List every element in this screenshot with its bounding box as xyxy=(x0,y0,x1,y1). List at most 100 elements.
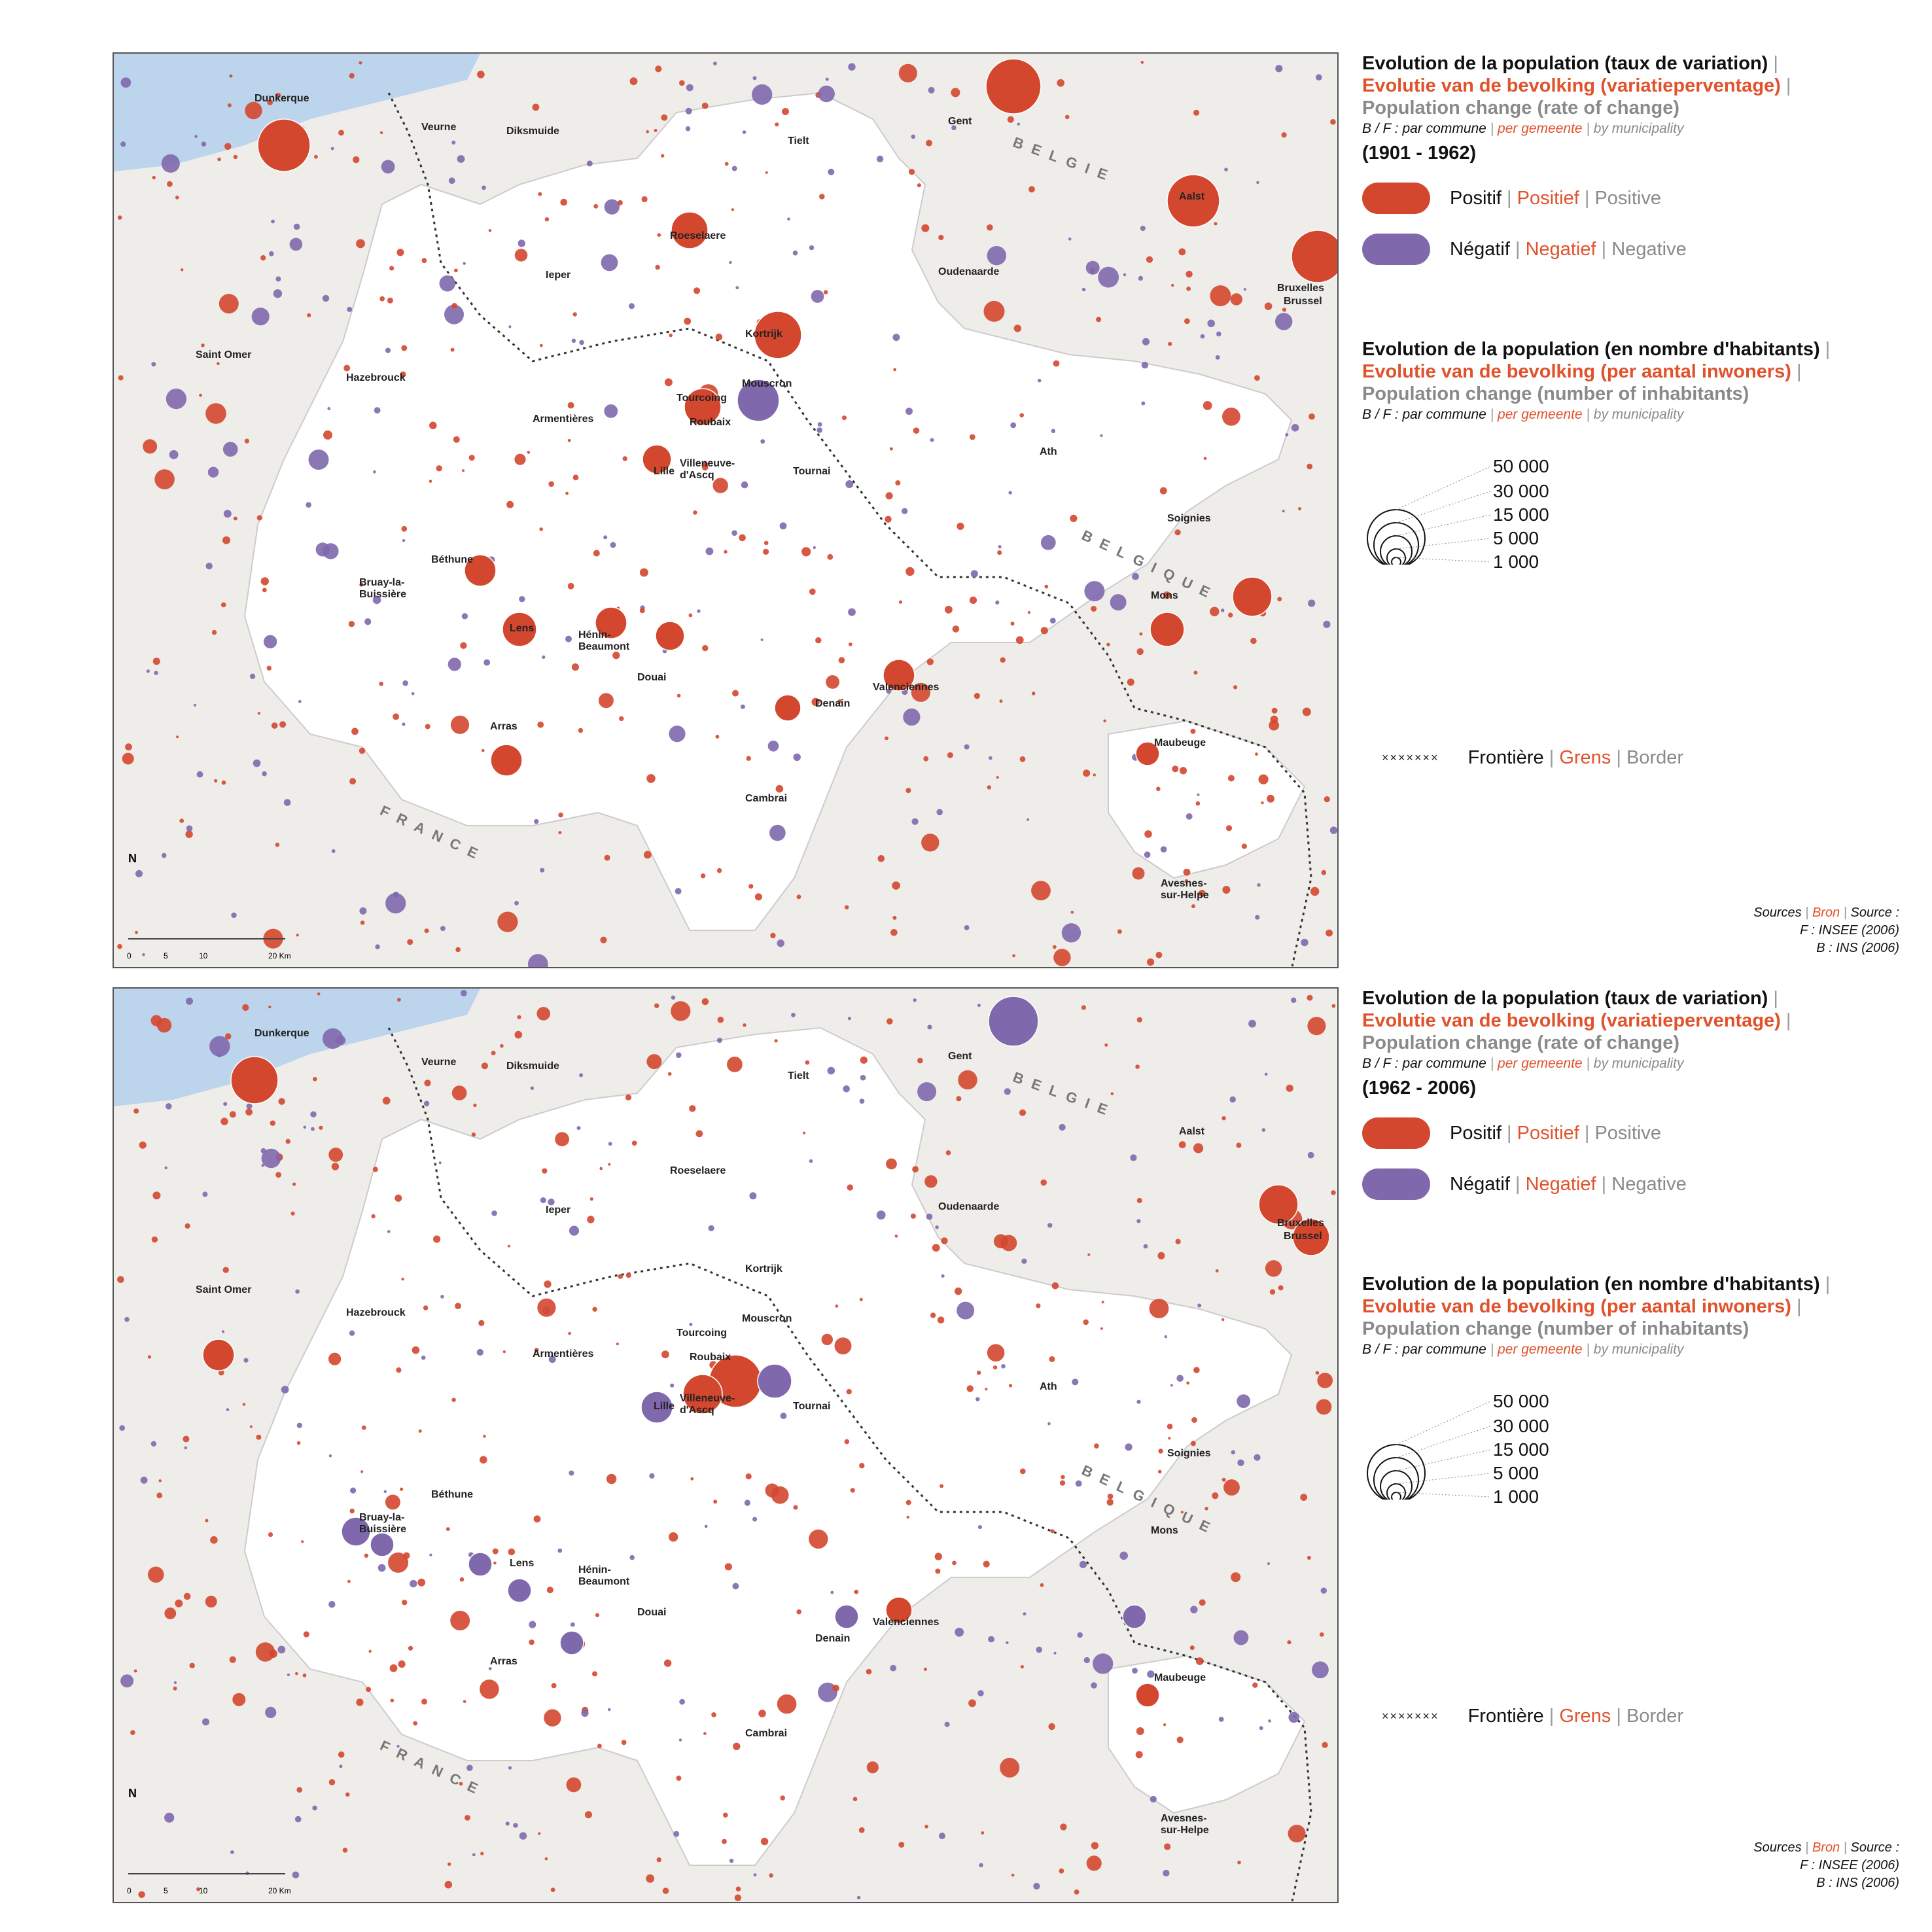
municipality-circle xyxy=(1261,801,1264,805)
municipality-circle xyxy=(935,1225,939,1229)
negative-swatch xyxy=(1362,1168,1430,1200)
municipality-circle xyxy=(1164,1843,1171,1850)
municipality-circle xyxy=(268,1006,272,1009)
municipality-circle xyxy=(1176,1736,1184,1744)
municipality-circle xyxy=(1117,929,1122,934)
place-label: Mons xyxy=(1151,1525,1178,1536)
place-label: Mouscron xyxy=(742,378,792,389)
municipality-circle xyxy=(138,1891,145,1898)
place-label: Lille xyxy=(654,466,675,477)
north-arrow: N xyxy=(128,852,137,865)
municipality-circle xyxy=(735,1886,741,1892)
municipality-circle xyxy=(225,1033,232,1040)
municipality-circle xyxy=(1155,951,1163,958)
place-label: Arras xyxy=(490,1656,518,1667)
municipality-circle xyxy=(339,1765,343,1768)
municipality-circle xyxy=(905,408,913,415)
municipality-circle xyxy=(754,893,762,901)
municipality-circle xyxy=(1308,413,1315,420)
municipality-circle xyxy=(656,1857,661,1863)
municipality-circle xyxy=(1243,288,1246,291)
municipality-circle xyxy=(1291,997,1297,1003)
municipality-circle xyxy=(716,868,722,873)
municipality-circle xyxy=(217,362,220,365)
municipality-circle xyxy=(124,1316,130,1322)
municipality-circle xyxy=(1000,1757,1020,1778)
municipality-circle xyxy=(589,1197,593,1201)
municipality-circle xyxy=(999,699,1003,703)
municipality-circle xyxy=(249,673,256,679)
national-border xyxy=(387,92,1312,967)
municipality-circle xyxy=(202,1191,208,1197)
municipality-circle xyxy=(544,1280,552,1288)
municipality-circle xyxy=(1132,572,1139,580)
municipality-circle xyxy=(1301,938,1308,947)
municipality-circle xyxy=(359,747,366,754)
municipality-circle xyxy=(506,501,514,508)
municipality-circle xyxy=(1250,637,1257,644)
municipality-circle xyxy=(1233,685,1238,690)
municipality-circle xyxy=(450,1611,470,1630)
municipality-circle xyxy=(249,1425,253,1428)
municipality-circle xyxy=(732,690,739,697)
municipality-circle xyxy=(1050,1529,1055,1534)
municipality-circle xyxy=(803,1131,806,1134)
municipality-circle xyxy=(209,1036,230,1057)
municipality-circle xyxy=(889,447,893,451)
municipality-circle xyxy=(1143,1244,1148,1249)
municipality-circle xyxy=(821,1333,834,1346)
municipality-circle xyxy=(548,1356,556,1363)
municipality-circle xyxy=(860,1056,868,1064)
legend-scope2-fr: B / F : par commune xyxy=(1362,1342,1486,1357)
municipality-circle xyxy=(1261,1128,1266,1132)
municipality-circle xyxy=(229,74,233,78)
municipality-circle xyxy=(1083,769,1091,777)
municipality-circle xyxy=(1107,1493,1114,1500)
municipality-circle xyxy=(364,1553,368,1558)
place-label: Tournai xyxy=(793,1401,831,1412)
municipality-circle xyxy=(1144,830,1152,838)
municipality-circle xyxy=(348,621,355,627)
municipality-circle xyxy=(1157,1469,1162,1474)
municipality-circle xyxy=(457,155,465,163)
municipality-circle xyxy=(608,1163,611,1166)
municipality-circle xyxy=(1214,222,1218,226)
municipality-circle xyxy=(1135,1751,1143,1759)
place-label: Beaumont xyxy=(578,641,630,652)
municipality-circle xyxy=(268,1532,273,1537)
municipality-circle xyxy=(702,644,709,652)
municipality-circle xyxy=(483,1435,486,1438)
municipality-circle xyxy=(1307,1556,1311,1560)
municipality-circle xyxy=(749,1192,757,1200)
city-circle xyxy=(774,694,801,722)
municipality-circle xyxy=(567,438,571,442)
municipality-circle xyxy=(514,453,526,465)
municipality-circle xyxy=(606,1473,617,1484)
place-label: Denain xyxy=(815,698,851,709)
place-label: Cambrai xyxy=(745,793,788,804)
municipality-circle xyxy=(366,1687,372,1693)
negative-en: Negative xyxy=(1611,1173,1687,1195)
municipality-circle xyxy=(1150,1795,1157,1803)
municipality-circle xyxy=(727,1057,743,1072)
municipality-circle xyxy=(603,535,608,540)
municipality-circle xyxy=(360,1470,364,1473)
municipality-circle xyxy=(1184,879,1189,883)
municipality-circle xyxy=(1101,1301,1104,1304)
municipality-circle xyxy=(576,1126,581,1131)
municipality-circle xyxy=(848,608,856,616)
municipality-circle xyxy=(956,1096,962,1102)
municipality-circle xyxy=(181,268,184,272)
municipality-circle xyxy=(664,378,673,387)
municipality-circle xyxy=(1130,1154,1137,1161)
municipality-circle xyxy=(599,1167,603,1170)
scale-tick-0: 0 xyxy=(127,1886,132,1895)
municipality-circle xyxy=(461,469,465,472)
municipality-circle xyxy=(1070,514,1078,523)
municipality-circle xyxy=(985,1388,988,1391)
city-circle xyxy=(988,996,1039,1047)
municipality-circle xyxy=(1059,1868,1064,1874)
municipality-circle xyxy=(1316,74,1322,80)
municipality-circle xyxy=(740,704,745,709)
municipality-circle xyxy=(1061,923,1081,943)
